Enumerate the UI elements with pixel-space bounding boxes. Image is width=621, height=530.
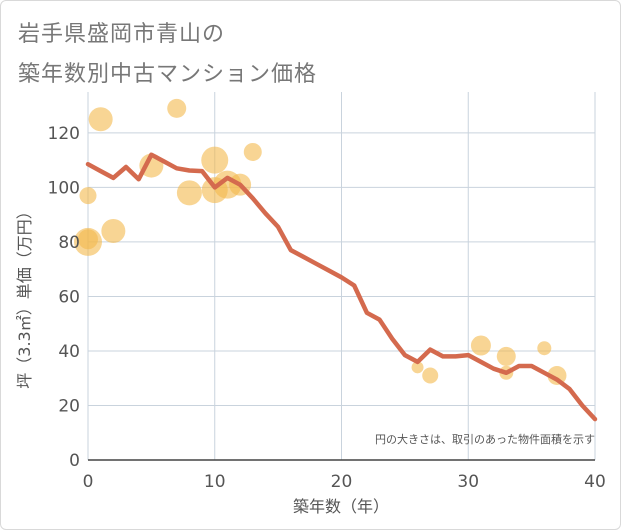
x-tick-label: 10 xyxy=(204,472,226,492)
bubble-point xyxy=(201,146,229,174)
y-tick-label: 100 xyxy=(48,178,80,198)
bubble-point xyxy=(547,365,567,385)
bubbles xyxy=(74,98,567,385)
bubble-point xyxy=(470,335,491,356)
bubble-point xyxy=(422,367,439,384)
y-tick-label: 80 xyxy=(58,233,80,253)
x-tick-label: 20 xyxy=(331,472,353,492)
chart-title-line1: 岩手県盛岡市青山の xyxy=(18,22,226,47)
bubble-point xyxy=(88,107,113,132)
y-tick-label: 120 xyxy=(48,124,80,144)
bubble-point xyxy=(78,229,98,250)
bubble-point xyxy=(101,219,126,244)
x-axis-title: 築年数（年） xyxy=(293,497,389,516)
y-axis-title: 坪（3.3㎡）単価（万円） xyxy=(15,203,34,388)
x-tick-label: 30 xyxy=(457,472,479,492)
bubble-point xyxy=(79,187,97,205)
y-tick-label: 40 xyxy=(58,342,80,362)
chart-title-line2: 築年数別中古マンション価格 xyxy=(18,62,318,87)
bubble-point xyxy=(176,180,202,206)
y-tick-label: 0 xyxy=(69,451,80,471)
bubble-point xyxy=(496,346,516,366)
bubble-size-note: 円の大きさは、取引のあった物件面積を示す xyxy=(375,432,595,446)
x-tick-label: 40 xyxy=(584,472,606,492)
bubble-point xyxy=(537,341,552,356)
bubble-point xyxy=(243,142,262,161)
y-tick-label: 60 xyxy=(58,287,80,307)
bubble-point xyxy=(167,98,187,118)
bubble-point xyxy=(411,361,424,374)
tick-labels: 0 10 20 30 40 0 20 40 60 80 100 120 xyxy=(48,124,606,492)
trend-line xyxy=(85,152,598,422)
trend-line-group xyxy=(85,152,598,422)
x-tick-label: 0 xyxy=(83,472,94,492)
y-tick-label: 20 xyxy=(58,396,80,416)
